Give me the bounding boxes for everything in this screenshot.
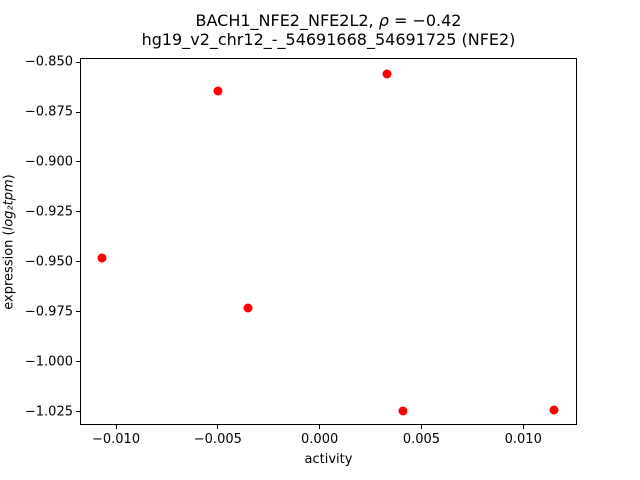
y-tick-mark <box>76 61 80 63</box>
x-tick-mark <box>522 425 524 429</box>
y-axis-label-math: log₂tpm <box>1 179 17 231</box>
y-tick-label: −0.900 <box>24 154 73 170</box>
y-tick-label: −0.875 <box>24 104 73 120</box>
chart-title: BACH1_NFE2_NFE2L2, ρ = −0.42 <box>80 11 577 30</box>
y-tick-label: −1.025 <box>24 404 73 420</box>
scatter-point <box>243 303 253 313</box>
scatter-point <box>398 406 408 416</box>
x-axis-label: activity <box>304 452 353 467</box>
y-axis-label-close: ) <box>1 174 17 180</box>
x-tick-label: 0.000 <box>301 432 339 447</box>
scatter-point <box>549 405 559 415</box>
chart-subtitle: hg19_v2_chr12_-_54691668_54691725 (NFE2) <box>141 30 516 49</box>
y-tick-label: −1.000 <box>24 354 73 370</box>
x-tick-label: −0.010 <box>91 432 141 447</box>
y-tick-label: −0.950 <box>24 254 73 270</box>
y-tick-label: −0.925 <box>24 204 73 220</box>
y-tick-mark <box>76 161 80 163</box>
x-tick-mark <box>115 425 117 429</box>
y-tick-mark <box>76 311 80 313</box>
rho-symbol: ρ <box>378 11 389 30</box>
scatter-point <box>382 69 392 79</box>
y-tick-label: −0.975 <box>24 304 73 320</box>
title-rho-value: = −0.42 <box>388 11 462 30</box>
y-axis-label-text: expression ( <box>1 230 17 310</box>
scatter-point <box>97 253 107 263</box>
chart-title-block: BACH1_NFE2_NFE2L2, ρ = −0.42 hg19_v2_chr… <box>80 11 577 49</box>
y-tick-mark <box>76 261 80 263</box>
y-tick-mark <box>76 411 80 413</box>
x-tick-label: −0.005 <box>193 432 242 447</box>
y-tick-mark <box>76 211 80 213</box>
x-tick-label: 0.005 <box>402 432 441 447</box>
y-tick-mark <box>76 361 80 363</box>
x-tick-mark <box>420 425 422 429</box>
title-gene-text: BACH1_NFE2_NFE2L2, <box>195 11 379 30</box>
plot-area <box>80 58 577 425</box>
x-tick-label: 0.010 <box>504 432 542 447</box>
y-axis-label: expression (log₂tpm) <box>2 174 17 309</box>
x-tick-mark <box>319 425 321 429</box>
scatter-point <box>213 86 223 96</box>
y-tick-mark <box>76 111 80 113</box>
y-tick-label: −0.850 <box>24 54 73 70</box>
x-tick-mark <box>217 425 219 429</box>
